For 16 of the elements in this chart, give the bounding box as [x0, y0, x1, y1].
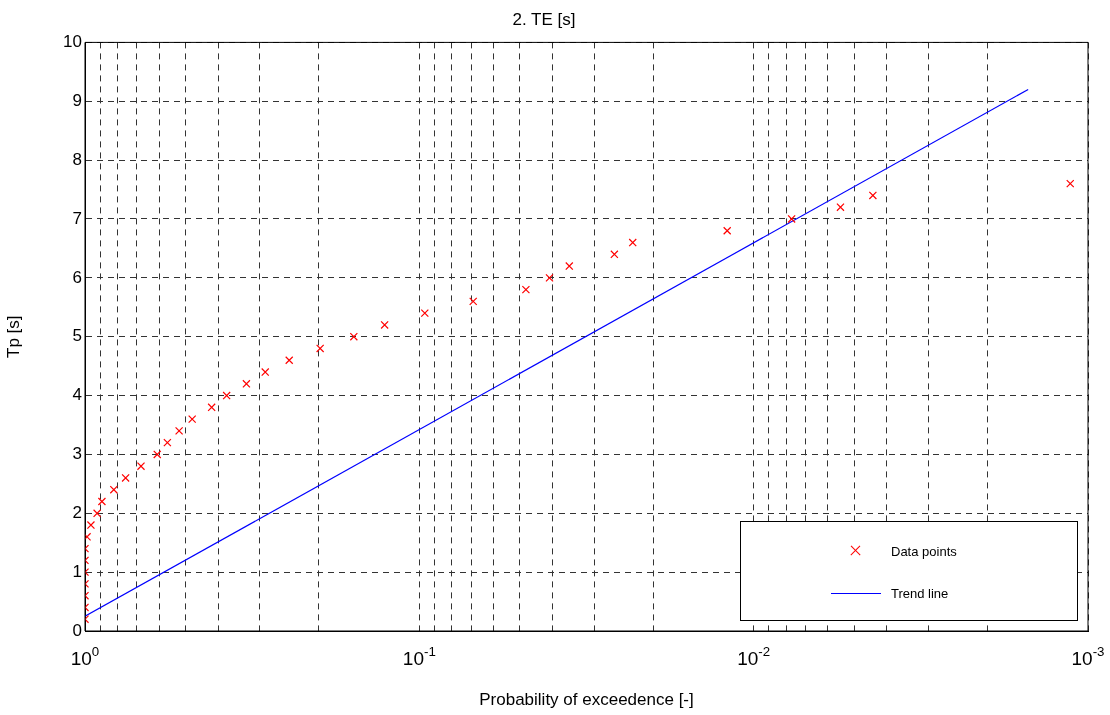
chart-title: 2. TE [s]: [512, 9, 576, 29]
y-tick-label: 6: [72, 267, 82, 287]
y-tick-label: 9: [72, 90, 82, 110]
y-axis-title: Tp [s]: [3, 315, 23, 358]
y-tick-label: 7: [72, 208, 82, 228]
y-tick-label: 10: [63, 32, 82, 52]
y-tick-label: 2: [72, 502, 82, 522]
x-axis-title: Probability of exceedence [-]: [479, 690, 694, 710]
y-tick-label: 0: [72, 620, 82, 640]
y-tick-label: 3: [72, 444, 82, 464]
y-tick-label: 8: [72, 149, 82, 169]
y-tick-label: 1: [72, 561, 82, 581]
legend-label: Data points: [891, 543, 957, 559]
y-tick-label: 5: [72, 326, 82, 346]
legend-label: Trend line: [891, 585, 949, 601]
y-tick-label: 4: [72, 385, 82, 405]
